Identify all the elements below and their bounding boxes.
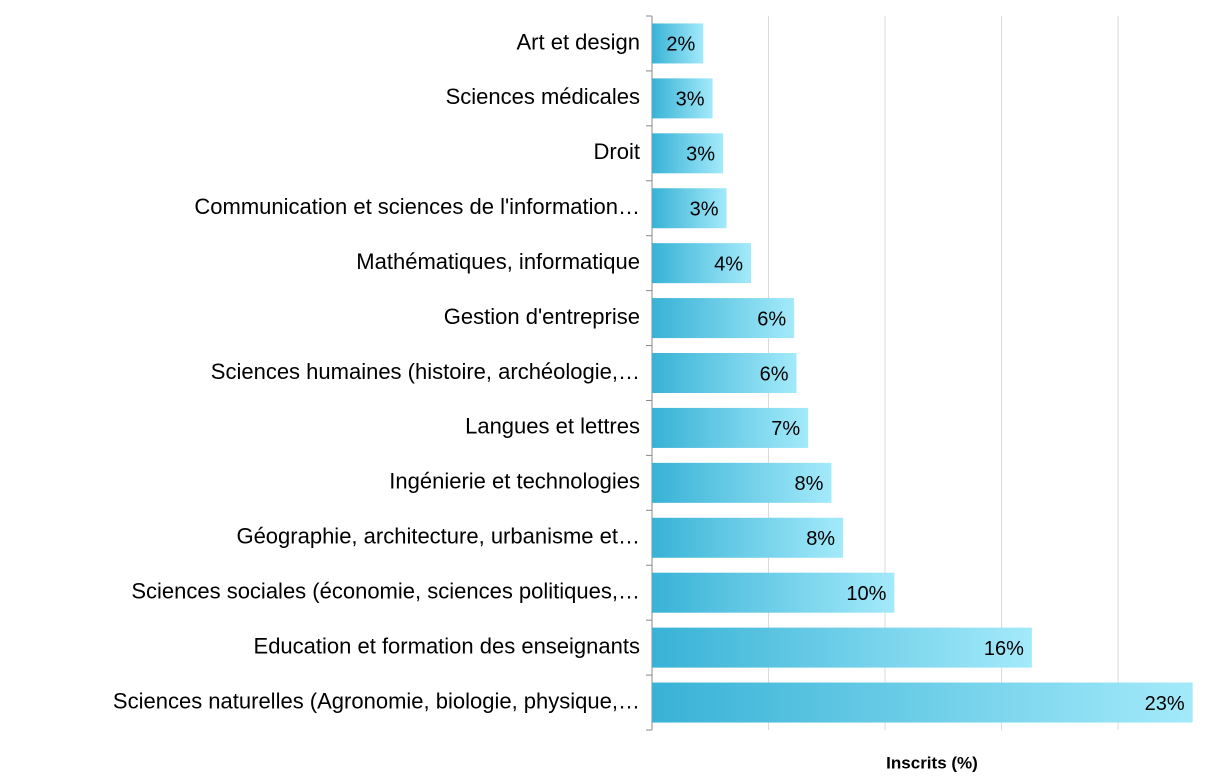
y-tick-label: Ingénierie et technologies bbox=[389, 469, 640, 494]
data-label: 16% bbox=[984, 638, 1024, 660]
data-label: 23% bbox=[1145, 693, 1185, 715]
bar bbox=[652, 517, 844, 558]
x-axis-title: Inscrits (%) bbox=[886, 753, 978, 772]
y-tick-label: Géographie, architecture, urbanisme et… bbox=[236, 524, 640, 549]
bar bbox=[652, 78, 713, 119]
bar bbox=[652, 23, 704, 64]
data-label: 6% bbox=[757, 308, 786, 330]
data-label: 8% bbox=[806, 528, 835, 550]
y-tick-label: Gestion d'entreprise bbox=[444, 304, 640, 329]
bar bbox=[652, 188, 727, 229]
data-label: 3% bbox=[686, 144, 715, 166]
bar bbox=[652, 572, 895, 613]
bar bbox=[652, 133, 724, 174]
data-label: 8% bbox=[795, 473, 824, 495]
y-tick-label: Sciences naturelles (Agronomie, biologie… bbox=[113, 688, 640, 713]
y-tick-label: Langues et lettres bbox=[465, 414, 640, 439]
y-tick-label: Sciences sociales (économie, sciences po… bbox=[131, 579, 640, 604]
data-label: 4% bbox=[714, 253, 743, 275]
bar bbox=[652, 243, 752, 284]
y-tick-label: Droit bbox=[594, 139, 640, 164]
bar bbox=[652, 407, 809, 448]
data-label: 2% bbox=[666, 34, 695, 56]
y-tick-label: Sciences médicales bbox=[446, 84, 640, 109]
bar bbox=[652, 462, 832, 503]
y-tick-label: Education et formation des enseignants bbox=[254, 633, 640, 658]
y-tick-label: Sciences humaines (histoire, archéologie… bbox=[211, 359, 640, 384]
y-tick-label: Art et design bbox=[516, 29, 640, 54]
data-label: 10% bbox=[846, 583, 886, 605]
bar bbox=[652, 298, 795, 339]
data-label: 3% bbox=[690, 199, 719, 221]
bar bbox=[652, 682, 1193, 723]
y-tick-label: Mathématiques, informatique bbox=[356, 249, 640, 274]
data-label: 6% bbox=[760, 363, 789, 385]
bar bbox=[652, 627, 1032, 668]
data-label: 3% bbox=[676, 89, 705, 111]
data-label: 7% bbox=[771, 418, 800, 440]
bar bbox=[652, 353, 797, 393]
y-tick-label: Communication et sciences de l'informati… bbox=[194, 194, 640, 219]
